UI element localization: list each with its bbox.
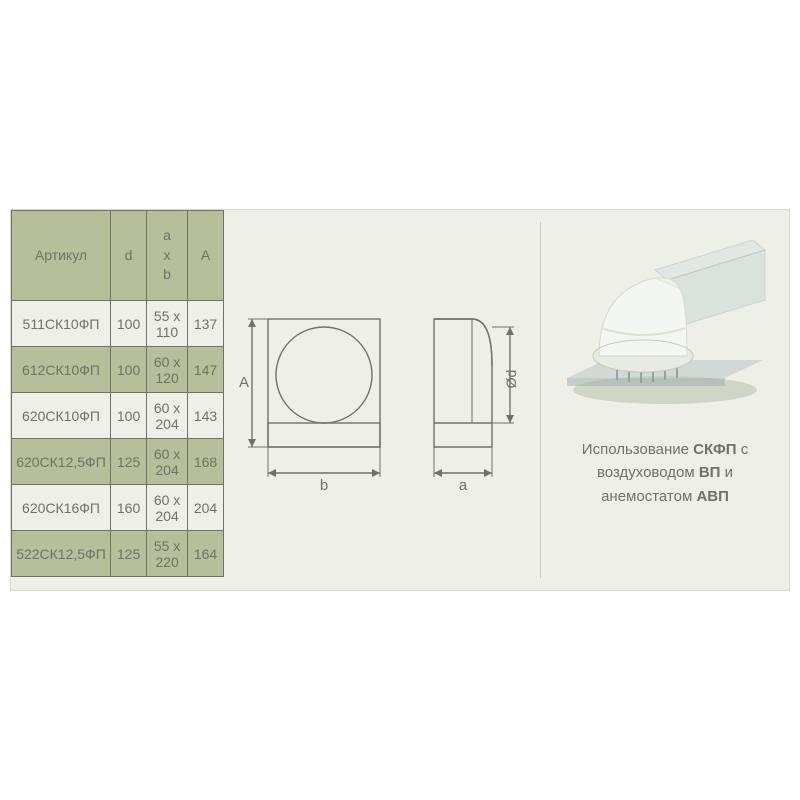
table-cell: 55 x 220 (147, 531, 188, 577)
th-d: d (110, 211, 146, 301)
product-card: Артикул d axb A 511СК10ФП10055 x 1101376… (10, 209, 790, 591)
table-cell: 143 (187, 393, 223, 439)
caption-bold: ВП (699, 464, 721, 481)
table-cell: 204 (187, 485, 223, 531)
table-cell: 100 (110, 347, 146, 393)
table-cell: 137 (187, 301, 223, 347)
table-cell: 522СК12,5ФП (12, 531, 111, 577)
table-cell: 125 (110, 439, 146, 485)
table-cell: 164 (187, 531, 223, 577)
dimension-diagrams: A b (224, 210, 540, 590)
table-cell: 511СК10ФП (12, 301, 111, 347)
table-cell: 60 x 204 (147, 485, 188, 531)
diagram-side: Ød a (416, 305, 526, 495)
table-cell: 60 x 120 (147, 347, 188, 393)
table-cell: 60 x 204 (147, 393, 188, 439)
usage-illustration (555, 230, 775, 420)
table-cell: 160 (110, 485, 146, 531)
th-article: Артикул (12, 211, 111, 301)
table-row: 620СК12,5ФП12560 x 204168 (12, 439, 224, 485)
label-b: b (320, 477, 328, 494)
table-cell: 147 (187, 347, 223, 393)
th-axb: axb (147, 211, 188, 301)
label-a: a (459, 477, 468, 494)
th-A: A (187, 211, 223, 301)
table-cell: 168 (187, 439, 223, 485)
table-body: 511СК10ФП10055 x 110137612СК10ФП10060 x … (12, 301, 224, 577)
usage-caption: Использование СКФП с воздуховодом ВП и а… (555, 438, 775, 508)
table-cell: 55 x 110 (147, 301, 188, 347)
caption-text: Использование (582, 441, 693, 458)
table-cell: 100 (110, 301, 146, 347)
caption-bold: СКФП (693, 441, 736, 458)
table-cell: 620СК10ФП (12, 393, 111, 439)
table-row: 620СК16ФП16060 x 204204 (12, 485, 224, 531)
table-cell: 125 (110, 531, 146, 577)
table-row: 620СК10ФП10060 x 204143 (12, 393, 224, 439)
table-cell: 60 x 204 (147, 439, 188, 485)
table-cell: 100 (110, 393, 146, 439)
label-Od: Ød (503, 370, 519, 389)
table-header-row: Артикул d axb A (12, 211, 224, 301)
table-row: 511СК10ФП10055 x 110137 (12, 301, 224, 347)
table-cell: 620СК16ФП (12, 485, 111, 531)
label-A: A (239, 374, 249, 391)
table-cell: 620СК12,5ФП (12, 439, 111, 485)
usage-panel: Использование СКФП с воздуховодом ВП и а… (541, 210, 789, 532)
spec-table: Артикул d axb A 511СК10ФП10055 x 1101376… (11, 210, 224, 577)
table-row: 612СК10ФП10060 x 120147 (12, 347, 224, 393)
table-row: 522СК12,5ФП12555 x 220164 (12, 531, 224, 577)
diagram-front: A b (238, 305, 398, 495)
table-cell: 612СК10ФП (12, 347, 111, 393)
caption-bold: АВП (696, 488, 728, 505)
